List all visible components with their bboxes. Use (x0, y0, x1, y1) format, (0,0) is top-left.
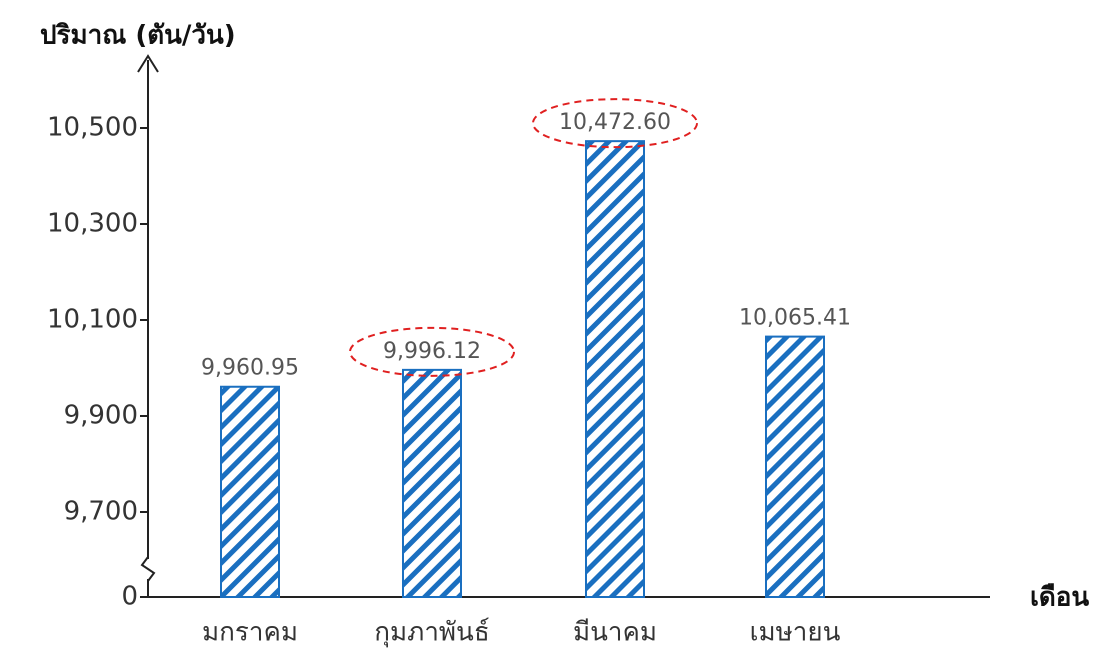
y-tick-label: 9,700 (64, 497, 138, 527)
y-axis-label: ปริมาณ (ตัน/วัน) (40, 21, 236, 51)
y-tick-label: 10,500 (47, 113, 138, 143)
x-axis-label: เดือน (1030, 583, 1089, 613)
x-tick-label: กุมภาพันธ์ (374, 618, 489, 648)
y-tick-label: 0 (121, 582, 138, 612)
bar (402, 368, 462, 598)
bar (220, 385, 280, 598)
x-tick-label: มกราคม (202, 618, 298, 648)
x-tick-label: เมษายน (750, 618, 841, 648)
value-label: 9,996.12 (383, 339, 481, 364)
x-tick-label: มีนาคม (573, 618, 657, 648)
y-tick-label: 10,100 (47, 305, 138, 335)
y-tick-label: 10,300 (47, 209, 138, 239)
bar (765, 335, 825, 598)
axis-break (140, 556, 156, 582)
bar (585, 140, 645, 598)
value-label: 10,065.41 (739, 306, 851, 331)
value-label: 9,960.95 (201, 356, 299, 381)
highlight-ellipse (532, 98, 698, 149)
y-tick-label: 9,900 (64, 401, 138, 431)
highlight-ellipse (349, 326, 515, 377)
y-axis-arrow (137, 54, 159, 73)
value-label: 10,472.60 (559, 110, 671, 135)
